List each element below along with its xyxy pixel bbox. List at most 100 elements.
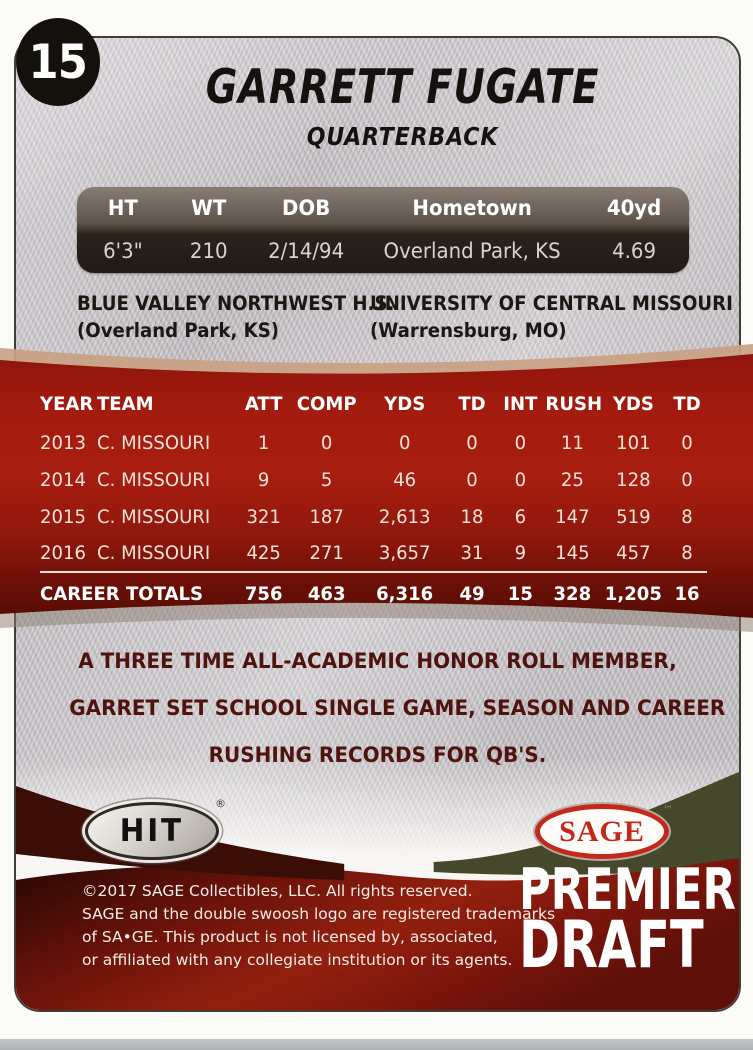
cell: 6 (514, 505, 526, 528)
cell: 1,205 (601, 571, 666, 614)
cell: 519 (616, 505, 651, 528)
col-team: TEAM (96, 393, 154, 415)
player-name: GARRETT FUGATE (205, 60, 600, 115)
season-stats-table-wrap: YEAR TEAM ATT COMP YDS TD INT RUSH YDS T… (40, 384, 707, 614)
cell: 328 (544, 571, 599, 614)
cell: 0 (466, 468, 478, 491)
cell: 756 (238, 571, 289, 614)
cell: 147 (554, 505, 590, 528)
legal-line: SAGE and the double swoosh logo are regi… (82, 905, 556, 923)
stats-band: YEAR TEAM ATT COMP YDS TD INT RUSH YDS T… (0, 344, 753, 636)
cell: 16 (667, 571, 706, 614)
bio-value-40yd: 4.69 (611, 239, 656, 263)
college-location: (Warrensburg, MO) (370, 319, 567, 342)
cell: 128 (616, 468, 651, 491)
cell: 0 (514, 468, 526, 491)
cell: 101 (616, 431, 651, 454)
card-number-badge: 15 (16, 18, 100, 106)
premier-draft-wordmark: PREMIER DRAFT (519, 857, 736, 979)
cell: 1 (257, 431, 270, 454)
cell: 0 (681, 468, 693, 491)
premier-text: PREMIER (519, 857, 736, 923)
cell: 145 (554, 542, 590, 564)
cell: 5 (321, 468, 333, 491)
col-td: TD (458, 393, 486, 415)
hit-logo-text: HIT (119, 813, 185, 849)
hit-logo: HIT ® (85, 797, 226, 860)
olive-swoosh-shape (433, 772, 739, 875)
cell: 18 (460, 505, 484, 528)
bio-header-40yd: 40yd (606, 196, 662, 220)
col-rush-yds: YDS (613, 393, 655, 415)
college-name: UNIVERSITY OF CENTRAL MISSOURI (370, 292, 733, 315)
stats-header-row: YEAR TEAM ATT COMP YDS TD INT RUSH YDS T… (40, 384, 707, 424)
cell: 2016 (40, 542, 86, 564)
cell: 6,316 (365, 571, 445, 614)
season-stats-table: YEAR TEAM ATT COMP YDS TD INT RUSH YDS T… (40, 384, 707, 614)
cell: C. MISSOURI (96, 468, 210, 491)
high-school-location: (Overland Park, KS) (77, 319, 280, 342)
cell: 46 (393, 468, 417, 491)
col-yds: YDS (384, 393, 426, 415)
scan-edge-strip (0, 1039, 753, 1050)
red-band-shape (0, 354, 753, 618)
cell: C. MISSOURI (96, 505, 210, 528)
bio-value-hometown: Overland Park, KS (383, 239, 561, 263)
bio-value-wt: 210 (189, 239, 228, 263)
sage-logo: SAGE ™ (535, 804, 673, 859)
col-rush-td: TD (673, 393, 701, 415)
legal-line: or affiliated with any collegiate instit… (82, 951, 513, 969)
cell: 2,613 (379, 505, 431, 528)
double-swoosh-graphic (16, 772, 739, 1010)
bio-value-ht: 6'3" (103, 239, 143, 263)
col-att: ATT (244, 393, 283, 415)
cell: C. MISSOURI (96, 542, 210, 564)
card-number: 15 (28, 34, 88, 90)
player-position: QUARTERBACK (306, 122, 499, 151)
footer-red-shape (16, 858, 739, 1010)
cell: 0 (514, 431, 526, 454)
registered-trademark-icon: ® (215, 797, 226, 810)
cell: 9 (514, 542, 526, 564)
table-row: 2014 C. MISSOURI 9 5 46 0 0 25 128 0 (40, 461, 707, 498)
cell: 457 (616, 542, 651, 564)
bio-header-ht: HT (107, 196, 138, 220)
cell: 0 (399, 431, 411, 454)
cell: 2015 (40, 505, 86, 528)
cell: 321 (246, 505, 281, 528)
footer-section: HIT ® SAGE ™ ©2017 SAGE Collectibles, LL… (16, 758, 739, 1010)
col-int: INT (503, 393, 538, 415)
table-row: 2016 C. MISSOURI 425 271 3,657 31 9 145 … (40, 535, 707, 572)
trademark-icon: ™ (663, 805, 673, 816)
cell: 2014 (40, 468, 86, 491)
col-year: YEAR (40, 393, 94, 415)
high-school: BLUE VALLEY NORTHWEST H.S. (Overland Par… (77, 292, 395, 342)
legal-line: of SA•GE. This product is not licensed b… (82, 928, 498, 946)
cell: 187 (309, 505, 345, 528)
cell: C. MISSOURI (96, 431, 210, 454)
cell: 0 (321, 431, 333, 454)
cell: 2013 (40, 431, 86, 454)
player-note: A THREE TIME ALL-ACADEMIC HONOR ROLL MEM… (46, 638, 725, 779)
col-comp: COMP (296, 393, 357, 415)
cell: 49 (448, 571, 496, 614)
cell: 15 (498, 571, 543, 614)
bio-header-dob: DOB (282, 196, 331, 220)
cell: 8 (681, 542, 693, 564)
cell: 11 (560, 431, 584, 454)
bio-header-row: HT WT DOB Hometown 40yd (77, 187, 689, 229)
cell: 0 (466, 431, 478, 454)
cell: 463 (291, 571, 362, 614)
college: UNIVERSITY OF CENTRAL MISSOURI (Warrensb… (370, 292, 733, 342)
bio-value-dob: 2/14/94 (268, 239, 345, 263)
career-totals-row: CAREER TOTALS 756 463 6,316 49 15 328 1,… (40, 571, 707, 614)
player-note-line: A THREE TIME ALL-ACADEMIC HONOR ROLL MEM… (78, 649, 677, 674)
cell: 271 (309, 542, 345, 564)
table-row: 2015 C. MISSOURI 321 187 2,613 18 6 147 … (40, 498, 707, 535)
cell: 25 (560, 468, 584, 491)
cell: 31 (460, 542, 484, 564)
bio-header-hometown: Hometown (412, 196, 532, 220)
table-row: 2013 C. MISSOURI 1 0 0 0 0 11 101 0 (40, 424, 707, 461)
high-school-name: BLUE VALLEY NORTHWEST H.S. (77, 292, 395, 315)
